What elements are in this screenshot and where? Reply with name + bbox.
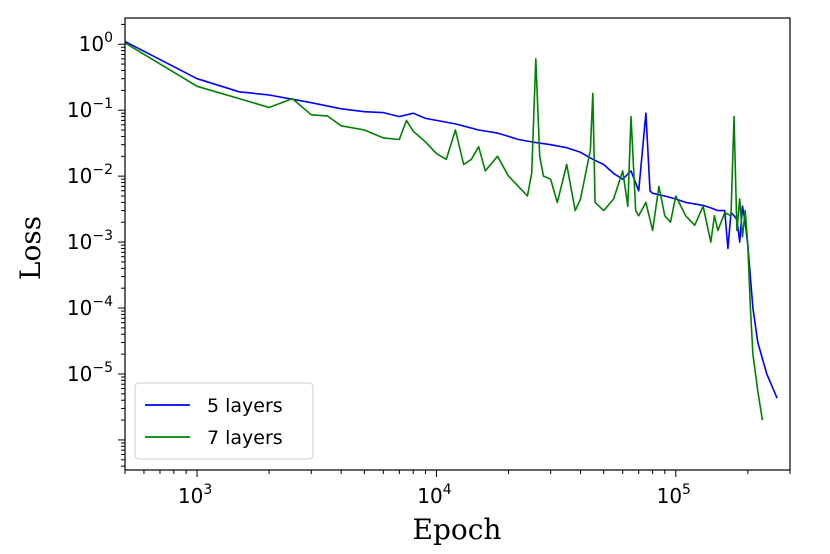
- legend-label-2: 7 layers: [207, 427, 283, 449]
- y-tick-label: 10−1: [67, 96, 113, 122]
- y-tick-label: 100: [79, 30, 113, 56]
- series-line-2: [124, 42, 764, 421]
- y-tick-label: 10−4: [67, 294, 113, 320]
- x-axis-title: Epoch: [413, 513, 502, 546]
- legend: 5 layers 7 layers: [134, 382, 314, 460]
- plot-frame: [124, 17, 791, 471]
- x-tick-label: 103: [178, 482, 212, 508]
- legend-label-1: 5 layers: [207, 395, 283, 417]
- x-tick-label: 105: [657, 482, 691, 508]
- y-tick-label: 10−2: [67, 162, 113, 188]
- plot-lines: [124, 40, 778, 421]
- y-axis-title: Loss: [14, 216, 47, 280]
- x-axis: 103 104 105: [124, 470, 791, 508]
- y-tick-label: 10−5: [67, 360, 113, 386]
- legend-box: [134, 382, 314, 460]
- x-tick-label: 104: [417, 482, 451, 508]
- series-line-1: [124, 40, 778, 399]
- y-axis: 100 10−1 10−2 10−3 10−4 10−5: [67, 23, 125, 467]
- y-tick-label: 10−3: [67, 228, 113, 254]
